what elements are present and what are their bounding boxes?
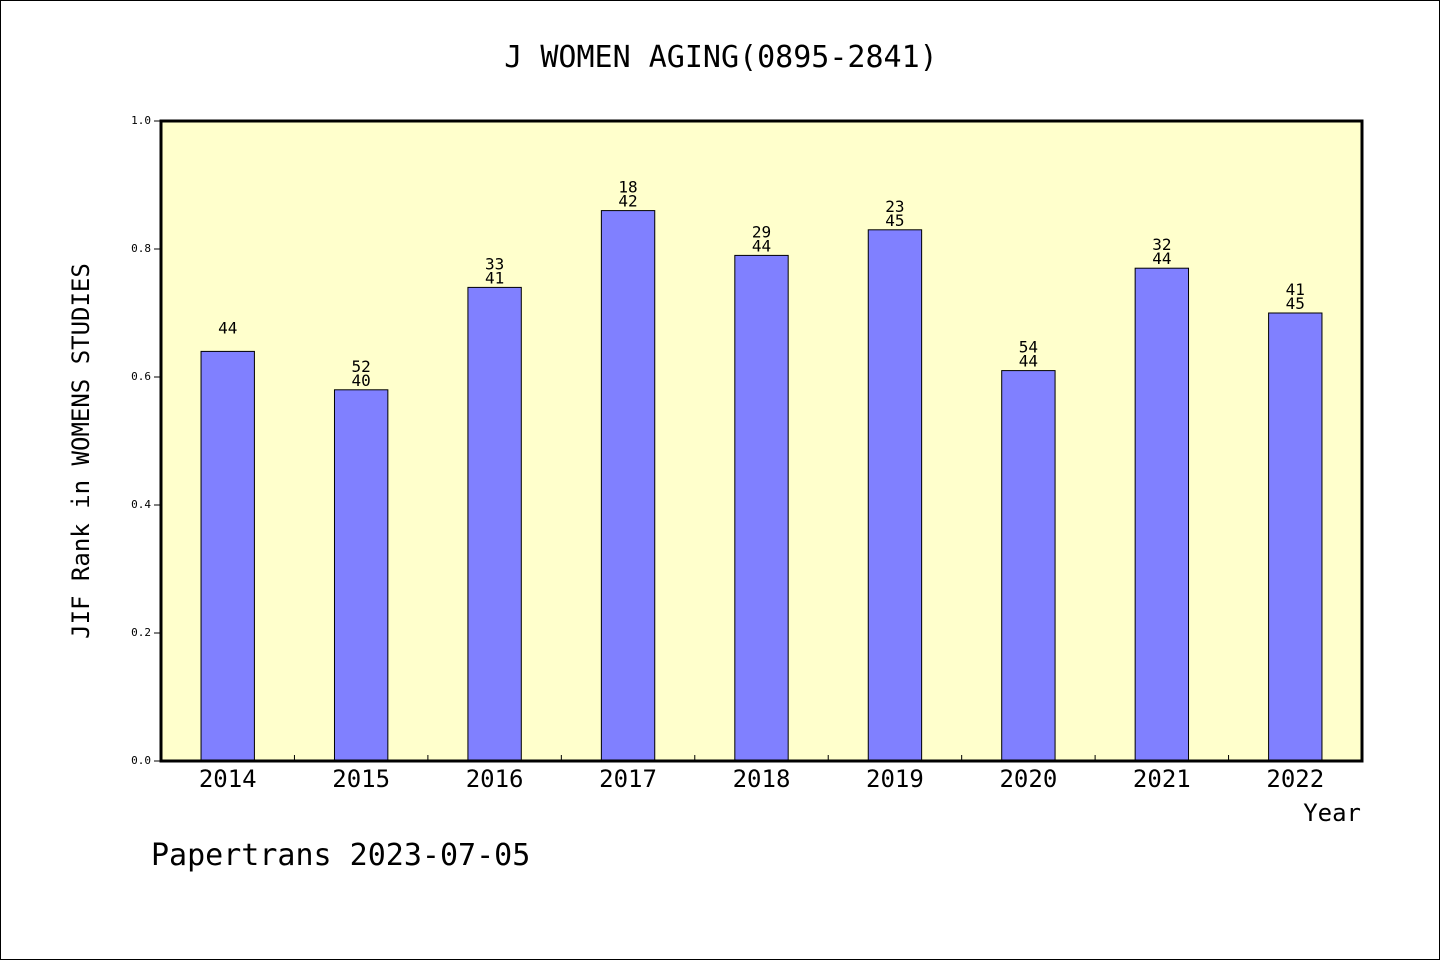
- x-axis-label: Year: [1303, 799, 1361, 827]
- y-tick-label: 1.0: [131, 114, 151, 127]
- data-label-2021: 44: [1152, 249, 1171, 268]
- x-tick-label-2020: 2020: [999, 765, 1057, 793]
- bar-2020: [1001, 370, 1056, 762]
- x-tick-label-2022: 2022: [1266, 765, 1324, 793]
- data-label-2017: 18: [618, 178, 637, 197]
- bar-2021: [1134, 267, 1190, 762]
- data-label-2018: 29: [752, 222, 771, 241]
- data-label-2017: 42: [618, 192, 637, 211]
- data-label-2020: 44: [1019, 352, 1038, 371]
- data-label-2019: 23: [885, 197, 904, 216]
- data-label-2014: 44: [218, 318, 237, 337]
- data-label-2022: 45: [1286, 294, 1305, 313]
- bar-2022: [1268, 312, 1323, 762]
- bar-2019: [867, 229, 923, 762]
- y-tick-label: 0.0: [131, 754, 151, 767]
- x-tick-label-2017: 2017: [599, 765, 657, 793]
- data-label-2015: 52: [352, 357, 371, 376]
- bar-2016: [467, 286, 522, 762]
- x-tick-label-2019: 2019: [866, 765, 924, 793]
- data-label-2015: 40: [352, 371, 371, 390]
- footer-credit: Papertrans 2023-07-05: [151, 838, 530, 873]
- data-label-2019: 45: [885, 211, 904, 230]
- data-label-2021: 32: [1152, 235, 1171, 254]
- data-label-2016: 33: [485, 254, 504, 273]
- bar-2018: [734, 254, 789, 762]
- y-axis-label: JIF Rank in WOMENS STUDIES: [67, 263, 95, 639]
- data-label-2022: 41: [1286, 280, 1305, 299]
- x-tick-label-2021: 2021: [1133, 765, 1191, 793]
- bar-2017: [600, 210, 656, 762]
- y-tick-label: 0.4: [131, 498, 151, 511]
- x-tick-label-2018: 2018: [733, 765, 791, 793]
- y-tick-label: 0.2: [131, 626, 151, 639]
- x-tick-label-2014: 2014: [199, 765, 257, 793]
- y-tick-label: 0.6: [131, 370, 151, 383]
- bar-2015: [333, 389, 389, 762]
- data-label-2020: 54: [1019, 338, 1038, 357]
- plot-frame: [159, 119, 1364, 763]
- x-tick-label-2016: 2016: [466, 765, 524, 793]
- bar-2014: [200, 350, 255, 762]
- y-tick-label: 0.8: [131, 242, 151, 255]
- plot-area: 0.00.20.40.60.81.02014442015524020163341…: [131, 114, 1364, 793]
- x-tick-label-2015: 2015: [332, 765, 390, 793]
- chart-title: J WOMEN AGING(0895-2841): [504, 40, 937, 75]
- data-label-2016: 41: [485, 268, 504, 287]
- data-label-2018: 44: [752, 236, 771, 255]
